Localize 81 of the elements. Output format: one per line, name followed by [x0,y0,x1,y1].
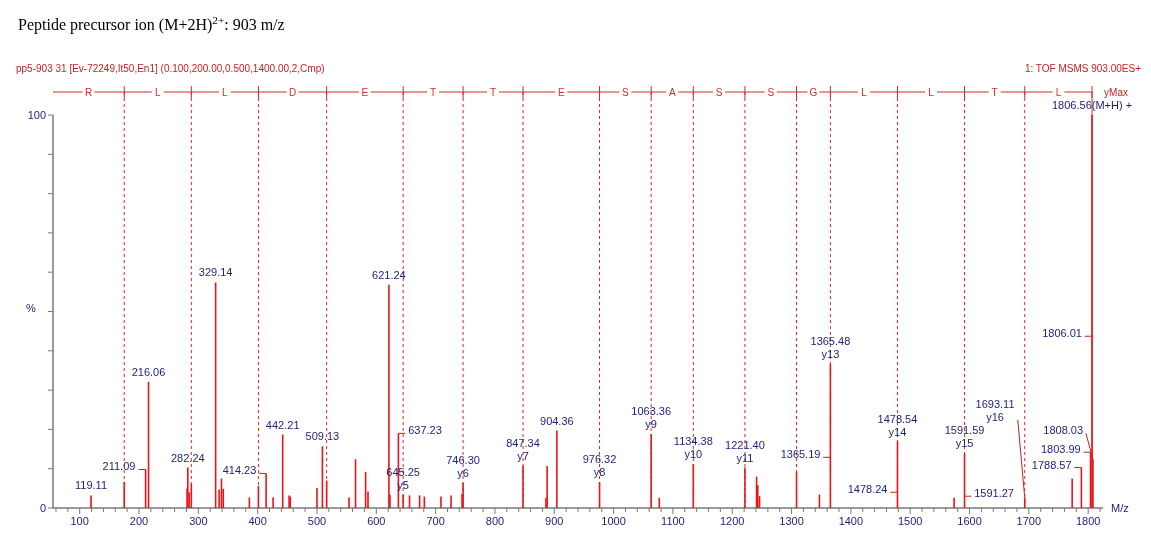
ref-line-label: T [991,86,998,98]
ref-line-label: E [361,86,369,98]
annotation: 1803.99 [1040,443,1081,456]
x-tick-label: 1100 [661,515,685,527]
x-tick-label: 1800 [1075,515,1101,527]
x-tick-label: 400 [248,515,267,527]
annotation: y9 [645,418,657,431]
annotation: 329.14 [198,266,233,279]
annotation: 1788.57 [1031,458,1072,471]
annotation: 1221.40 [725,438,765,451]
annotation: 414.23 [222,464,257,477]
annotation: y16 [986,410,1004,423]
annotation: 1591.27 [974,487,1014,500]
annotation: 904.36 [540,414,574,427]
x-tick-label: 1200 [720,515,745,527]
annotation: 1365.19 [780,448,821,461]
annotation: 442.21 [265,418,300,431]
ref-line-label: L [928,86,935,98]
annotation: 211.09 [102,460,136,473]
ref-line-label: L [1055,86,1062,98]
ref-line-label: S [767,86,775,98]
x-tick-label: 1000 [601,515,626,527]
x-tick-label: 1700 [1016,515,1042,527]
ref-line-label: A [668,86,676,98]
x-tick-label: 800 [485,515,505,527]
annotation: 746.30 [446,453,480,466]
annotation: 621.24 [372,268,406,281]
annotation: 282.24 [170,451,205,464]
annotation: 637.23 [408,424,442,437]
x-tick-label: 700 [426,515,445,527]
annotation: y6 [457,466,469,479]
text: yMax [1104,87,1128,98]
annotation: y15 [955,437,974,450]
annotation: 1806.01 [1042,327,1082,340]
x-tick-label: 1400 [838,515,864,527]
x-tick-label: 100 [70,515,89,527]
x-tick-label: 1600 [957,515,982,527]
ref-line-label: L [222,86,229,98]
annotation: 976.32 [582,453,617,466]
annotation: 1478.54 [877,412,918,425]
ref-line-label: S [715,86,723,98]
y-tick-label: 0 [39,502,46,514]
annotation: 1591.59 [944,424,985,437]
x-axis-title: M/z [1111,502,1129,514]
x-tick-label: 1300 [779,515,804,527]
x-tick-label: 500 [307,515,327,527]
x-tick-label: 200 [129,515,149,527]
ref-line-label: L [861,86,868,98]
annotation: y14 [888,425,907,438]
ref-line-label: S [622,86,630,98]
annotation: y13 [821,348,840,361]
ref-line-label: D [288,86,297,98]
chart-title: Peptide precursor ion (M+2H)$^{2+}$: 903 m/z [18,14,285,34]
ref-line-label: G [809,86,818,98]
x-tick-label: 900 [545,515,564,527]
x-tick-label: 300 [189,515,208,527]
annotation: 1063.36 [631,405,672,418]
annotation: 509.13 [305,430,340,443]
annotation: y10 [684,447,703,460]
annotation: 1693.11 [975,397,1015,410]
annotation: 1806.56(M+H) + [1052,99,1133,111]
annotation: y8 [593,466,606,479]
annotation: 1478.24 [847,483,888,496]
annotation: 1808.03 [1043,424,1084,437]
annotation: 1134.38 [673,434,713,447]
ref-line-label: L [155,86,162,98]
ref-line-label: T [490,86,497,98]
ref-line-label: T [430,86,437,98]
chart-subtitle: pp5-903 31 [Ev-72249,It50,En1] (0.100,200.00,0.500,1400.00,2,Cmp) [16,63,325,74]
annotation: 1365.48 [810,335,851,348]
x-tick-label: 1500 [897,515,923,527]
x-tick-label: 600 [367,515,386,527]
annotation: 119.11 [75,479,108,492]
text: 1: TOF MSMS 903.00ES+ [1024,63,1142,74]
annotation: y7 [517,449,529,462]
ref-line-label: E [557,86,565,98]
y-axis-title: % [26,301,37,314]
annotation: 847.34 [506,436,540,449]
annotation: y11 [736,451,754,464]
annotation: 216.06 [131,365,166,378]
ref-line-label: R [85,86,93,98]
